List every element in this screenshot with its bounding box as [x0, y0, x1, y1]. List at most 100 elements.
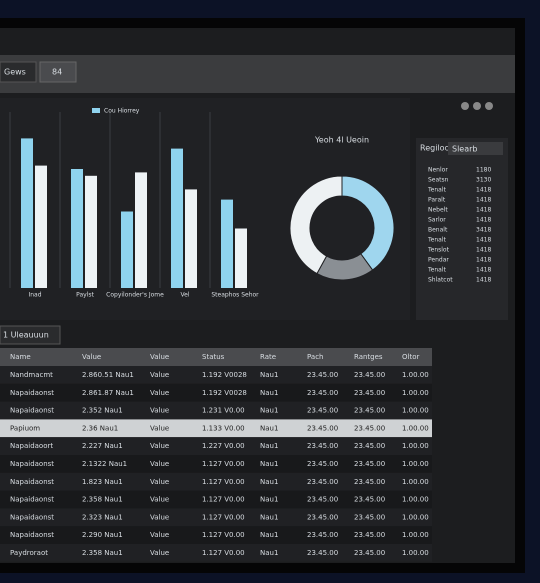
table-row — [0, 455, 432, 473]
x-tick-label: Inad — [28, 292, 41, 299]
table-cell: 23.45.00 — [307, 496, 338, 504]
side-row-value: 1418 — [476, 257, 491, 264]
legend-swatch — [92, 108, 100, 113]
chart-panel — [0, 98, 410, 320]
table-row — [0, 490, 432, 509]
table-cell: 1.00.00 — [402, 424, 429, 432]
table-row — [0, 472, 432, 491]
table-cell: Nandmacmt — [10, 371, 53, 379]
table-cell: Nau1 — [260, 371, 278, 379]
side-row-value: 1418 — [476, 267, 491, 274]
table-cell: 23.45.00 — [307, 442, 338, 450]
section-dropdown[interactable] — [0, 325, 61, 345]
table-cell: Value — [150, 531, 169, 539]
table-cell: 1.192 V0028 — [202, 371, 247, 379]
table-cell: 23.45.00 — [354, 389, 385, 397]
side-row-label: Tenslot — [427, 247, 450, 254]
table-cell: Nau1 — [260, 549, 278, 557]
table-cell: 2.227 Nau1 — [82, 442, 123, 450]
table-cell: 23.45.00 — [354, 407, 385, 415]
table-cell: Value — [150, 549, 169, 557]
table-cell: Value — [150, 442, 169, 450]
table-cell: Napaidaonst — [10, 531, 54, 539]
table-cell: 2.352 Nau1 — [82, 407, 123, 415]
table-cell: 1.00.00 — [402, 513, 429, 521]
table-cell: 1.00.00 — [402, 442, 429, 450]
table-cell: 23.45.00 — [354, 531, 385, 539]
dropdown-label: 84 — [52, 68, 62, 77]
table-cell: 1.192 V0028 — [202, 389, 247, 397]
legend-label: Cou Hiorrey — [104, 108, 140, 115]
table-cell: Value — [150, 496, 169, 504]
table-cell: 23.45.00 — [307, 531, 338, 539]
table-cell: 23.45.00 — [307, 371, 338, 379]
dropdown[interactable] — [39, 61, 77, 83]
icon[interactable] — [473, 102, 481, 110]
section-label: 1 Uleauuun — [3, 331, 49, 340]
toolbar — [0, 55, 515, 93]
side-row-value: 1418 — [476, 187, 491, 194]
x-tick-label: Copyilonder's Jome — [106, 292, 164, 299]
table-header — [0, 348, 432, 366]
table-row — [0, 508, 432, 527]
table-cell: Value — [150, 460, 169, 468]
table-cell: 1.127 V0.00 — [202, 513, 245, 521]
table-cell: 23.45.00 — [354, 496, 385, 504]
column-header: Oltor — [402, 353, 419, 361]
bar — [85, 175, 97, 288]
table-cell: 2.1322 Nau1 — [82, 460, 127, 468]
table-cell: 1.127 V0.00 — [202, 478, 245, 486]
x-tick-label: Vel — [181, 292, 190, 299]
bar — [185, 189, 197, 288]
table-cell: 2.358 Nau1 — [82, 496, 123, 504]
bar — [235, 228, 247, 288]
table-cell: 1.127 V0.00 — [202, 496, 245, 504]
table-cell: Paydroraot — [10, 549, 48, 557]
table-cell: 23.45.00 — [354, 460, 385, 468]
column-header: Rantges — [354, 353, 383, 361]
side-row-value: 1418 — [476, 197, 491, 204]
table-cell: 2.290 Nau1 — [82, 531, 123, 539]
column-header: Rate — [260, 353, 276, 361]
table-cell: 1.00.00 — [402, 460, 429, 468]
table-cell: 1.127 V0.00 — [202, 531, 245, 539]
side-row-label: Pendar — [428, 257, 449, 264]
table-cell: Napaidaonst — [10, 513, 54, 521]
table-row — [0, 383, 432, 402]
x-tick-label: Paylst — [76, 292, 94, 299]
icon[interactable] — [461, 102, 469, 110]
table-cell: 2.36 Nau1 — [82, 424, 118, 432]
side-row-value: 3418 — [476, 227, 491, 234]
bar — [171, 148, 183, 288]
table-cell: Value — [150, 513, 169, 521]
table-cell: Nau1 — [260, 407, 278, 415]
side-row-label: Sarlor — [428, 217, 446, 224]
side-panel — [416, 138, 508, 320]
side-row-label: Tenalt — [427, 267, 446, 274]
table-row — [0, 437, 432, 455]
table-cell: Napaidaonst — [10, 407, 54, 415]
dropdown[interactable] — [0, 61, 37, 83]
chart-title: Yeoh 4l Ueoin — [314, 136, 369, 145]
dropdown-label: Gews — [4, 68, 26, 77]
table-cell: 23.45.00 — [307, 478, 338, 486]
table-cell: 23.45.00 — [307, 407, 338, 415]
table-cell: 1.00.00 — [402, 549, 429, 557]
search-box[interactable] — [448, 142, 503, 155]
table-cell: Napaidaonst — [10, 460, 54, 468]
icon[interactable] — [485, 102, 493, 110]
table-cell: 1.00.00 — [402, 389, 429, 397]
table-cell: Value — [150, 407, 169, 415]
column-header: Name — [10, 353, 31, 361]
table-cell: 23.45.00 — [307, 549, 338, 557]
table-cell: 2.323 Nau1 — [82, 513, 123, 521]
table-cell: 2.860.51 Nau1 — [82, 371, 134, 379]
table-cell: Value — [150, 389, 169, 397]
side-row-value: 1418 — [476, 207, 491, 214]
table-cell: 23.45.00 — [354, 371, 385, 379]
side-row-label: Tenalt — [427, 187, 446, 194]
table-cell: Napaidaoort — [10, 442, 53, 450]
table-cell: Nau1 — [260, 389, 278, 397]
column-header: Status — [202, 353, 225, 361]
